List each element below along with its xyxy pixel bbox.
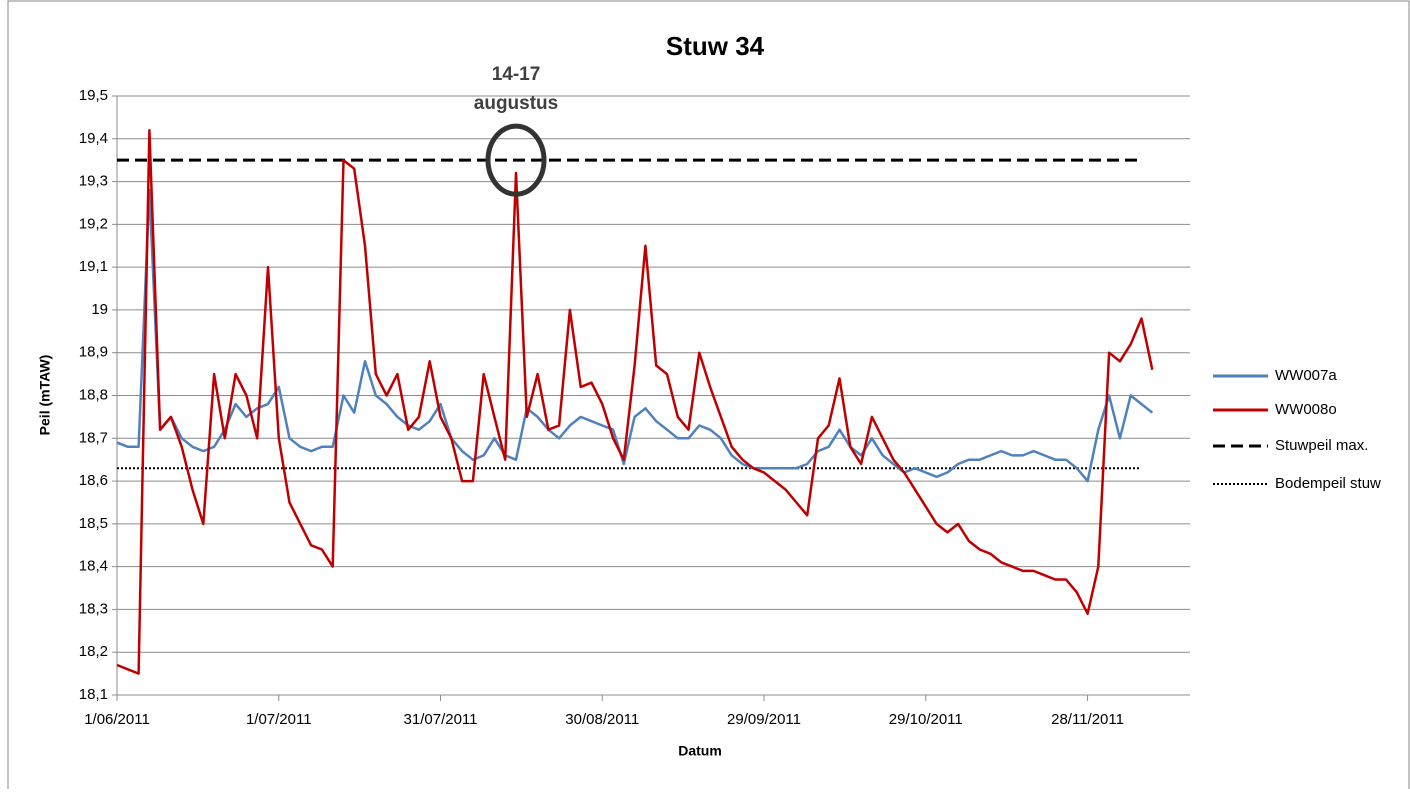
y-tick-label: 18,4: [79, 558, 108, 575]
series-line: [116, 128, 1154, 675]
y-tick-label: 19,2: [79, 215, 108, 232]
y-tick-label: 18,3: [79, 600, 108, 617]
annotation-text: 14-17: [492, 64, 541, 85]
x-tick-label: 29/09/2011: [727, 711, 801, 728]
y-tick-label: 19: [91, 301, 108, 318]
x-tick-label: 28/11/2011: [1051, 711, 1124, 728]
chart-title: Stuw 34: [666, 31, 765, 61]
x-tick-label: 1/07/2011: [246, 711, 312, 728]
y-tick-label: 19,1: [79, 258, 108, 275]
y-tick-label: 18,7: [79, 429, 108, 446]
y-tick-label: 18,8: [79, 386, 108, 403]
x-axis-label: Datum: [678, 743, 722, 759]
y-tick-label: 18,9: [79, 344, 108, 361]
x-tick-label: 1/06/2011: [84, 711, 150, 728]
y-tick-label: 18,2: [79, 643, 108, 660]
chart-frame: [7, 0, 1410, 794]
legend-label: Bodempeil stuw: [1275, 475, 1381, 492]
y-tick-label: 19,3: [79, 173, 108, 190]
x-tick-label: 29/10/2011: [889, 711, 963, 728]
series-line: [116, 188, 1154, 483]
annotation-circle: [485, 123, 547, 197]
x-tick-label: 31/07/2011: [404, 711, 478, 728]
y-tick-label: 19,5: [79, 87, 108, 104]
x-tick-label: 30/08/2011: [565, 711, 639, 728]
y-tick-label: 18,1: [79, 686, 108, 703]
y-axis-label: Peil (mTAW): [37, 355, 53, 436]
y-tick-label: 19,4: [79, 130, 108, 147]
y-tick-label: 18,6: [79, 472, 108, 489]
legend-label: Stuwpeil max.: [1275, 437, 1368, 454]
legend-label: WW008o: [1275, 401, 1337, 418]
y-tick-label: 18,5: [79, 515, 108, 532]
annotation-text: augustus: [474, 93, 558, 114]
legend-label: WW007a: [1275, 367, 1337, 384]
